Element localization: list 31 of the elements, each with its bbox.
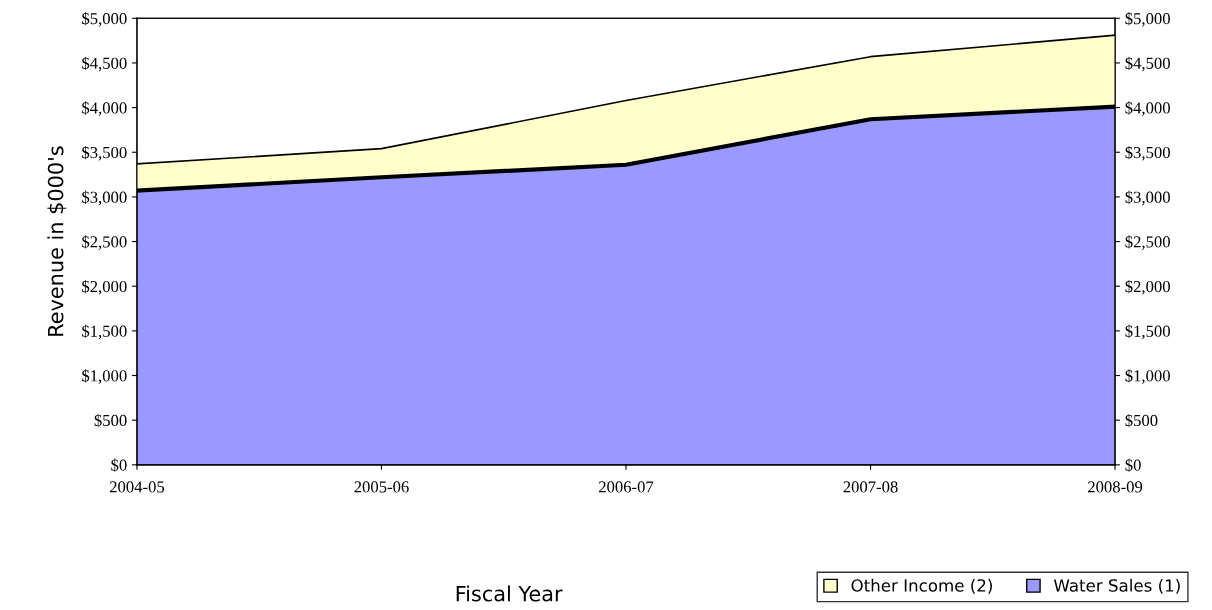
y2-tick-label: $1,500 xyxy=(1125,324,1170,340)
legend-label: Other Income (2) xyxy=(851,578,992,594)
y-tick-label: $4,000 xyxy=(82,101,127,116)
x-axis-title: Fiscal Year xyxy=(456,585,563,602)
y2-tick-label: $1,000 xyxy=(1125,369,1170,384)
y2-tick-label: $2,000 xyxy=(1125,279,1170,295)
y-axis-title: Revenue in $000's xyxy=(47,146,67,336)
y2-tick-label: $2,500 xyxy=(1125,235,1170,250)
y-tick-label: $1,500 xyxy=(82,324,127,340)
x-tick-label: 2004-05 xyxy=(109,481,165,493)
x-tick-label: 2005-06 xyxy=(354,481,409,493)
y-tick-label: $3,000 xyxy=(82,190,127,206)
x-tick-label: 2007-08 xyxy=(843,481,898,493)
y2-tick-label: $0 xyxy=(1125,458,1141,472)
y-tick-label: $4,500 xyxy=(82,56,127,72)
y-tick-label: $0 xyxy=(111,458,127,472)
y2-tick-label: $3,500 xyxy=(1125,145,1170,161)
y-tick-label: $3,500 xyxy=(82,145,127,161)
y-tick-label: $2,000 xyxy=(82,279,127,295)
y2-tick-label: $3,000 xyxy=(1125,190,1170,206)
y2-tick-label: $4,000 xyxy=(1125,101,1170,116)
y2-tick-label: $500 xyxy=(1125,413,1158,428)
y2-tick-label: $4,500 xyxy=(1125,56,1170,72)
legend-label: Water Sales (1) xyxy=(1053,578,1180,594)
y2-tick-label: $5,000 xyxy=(1125,12,1170,27)
y-tick-label: $5,000 xyxy=(82,12,127,27)
y-tick-label: $500 xyxy=(94,413,127,428)
x-tick-label: 2006-07 xyxy=(598,481,654,493)
y-tick-label: $1,000 xyxy=(82,369,127,384)
y-tick-label: $2,500 xyxy=(82,235,127,250)
x-tick-label: 2008-09 xyxy=(1088,481,1143,493)
